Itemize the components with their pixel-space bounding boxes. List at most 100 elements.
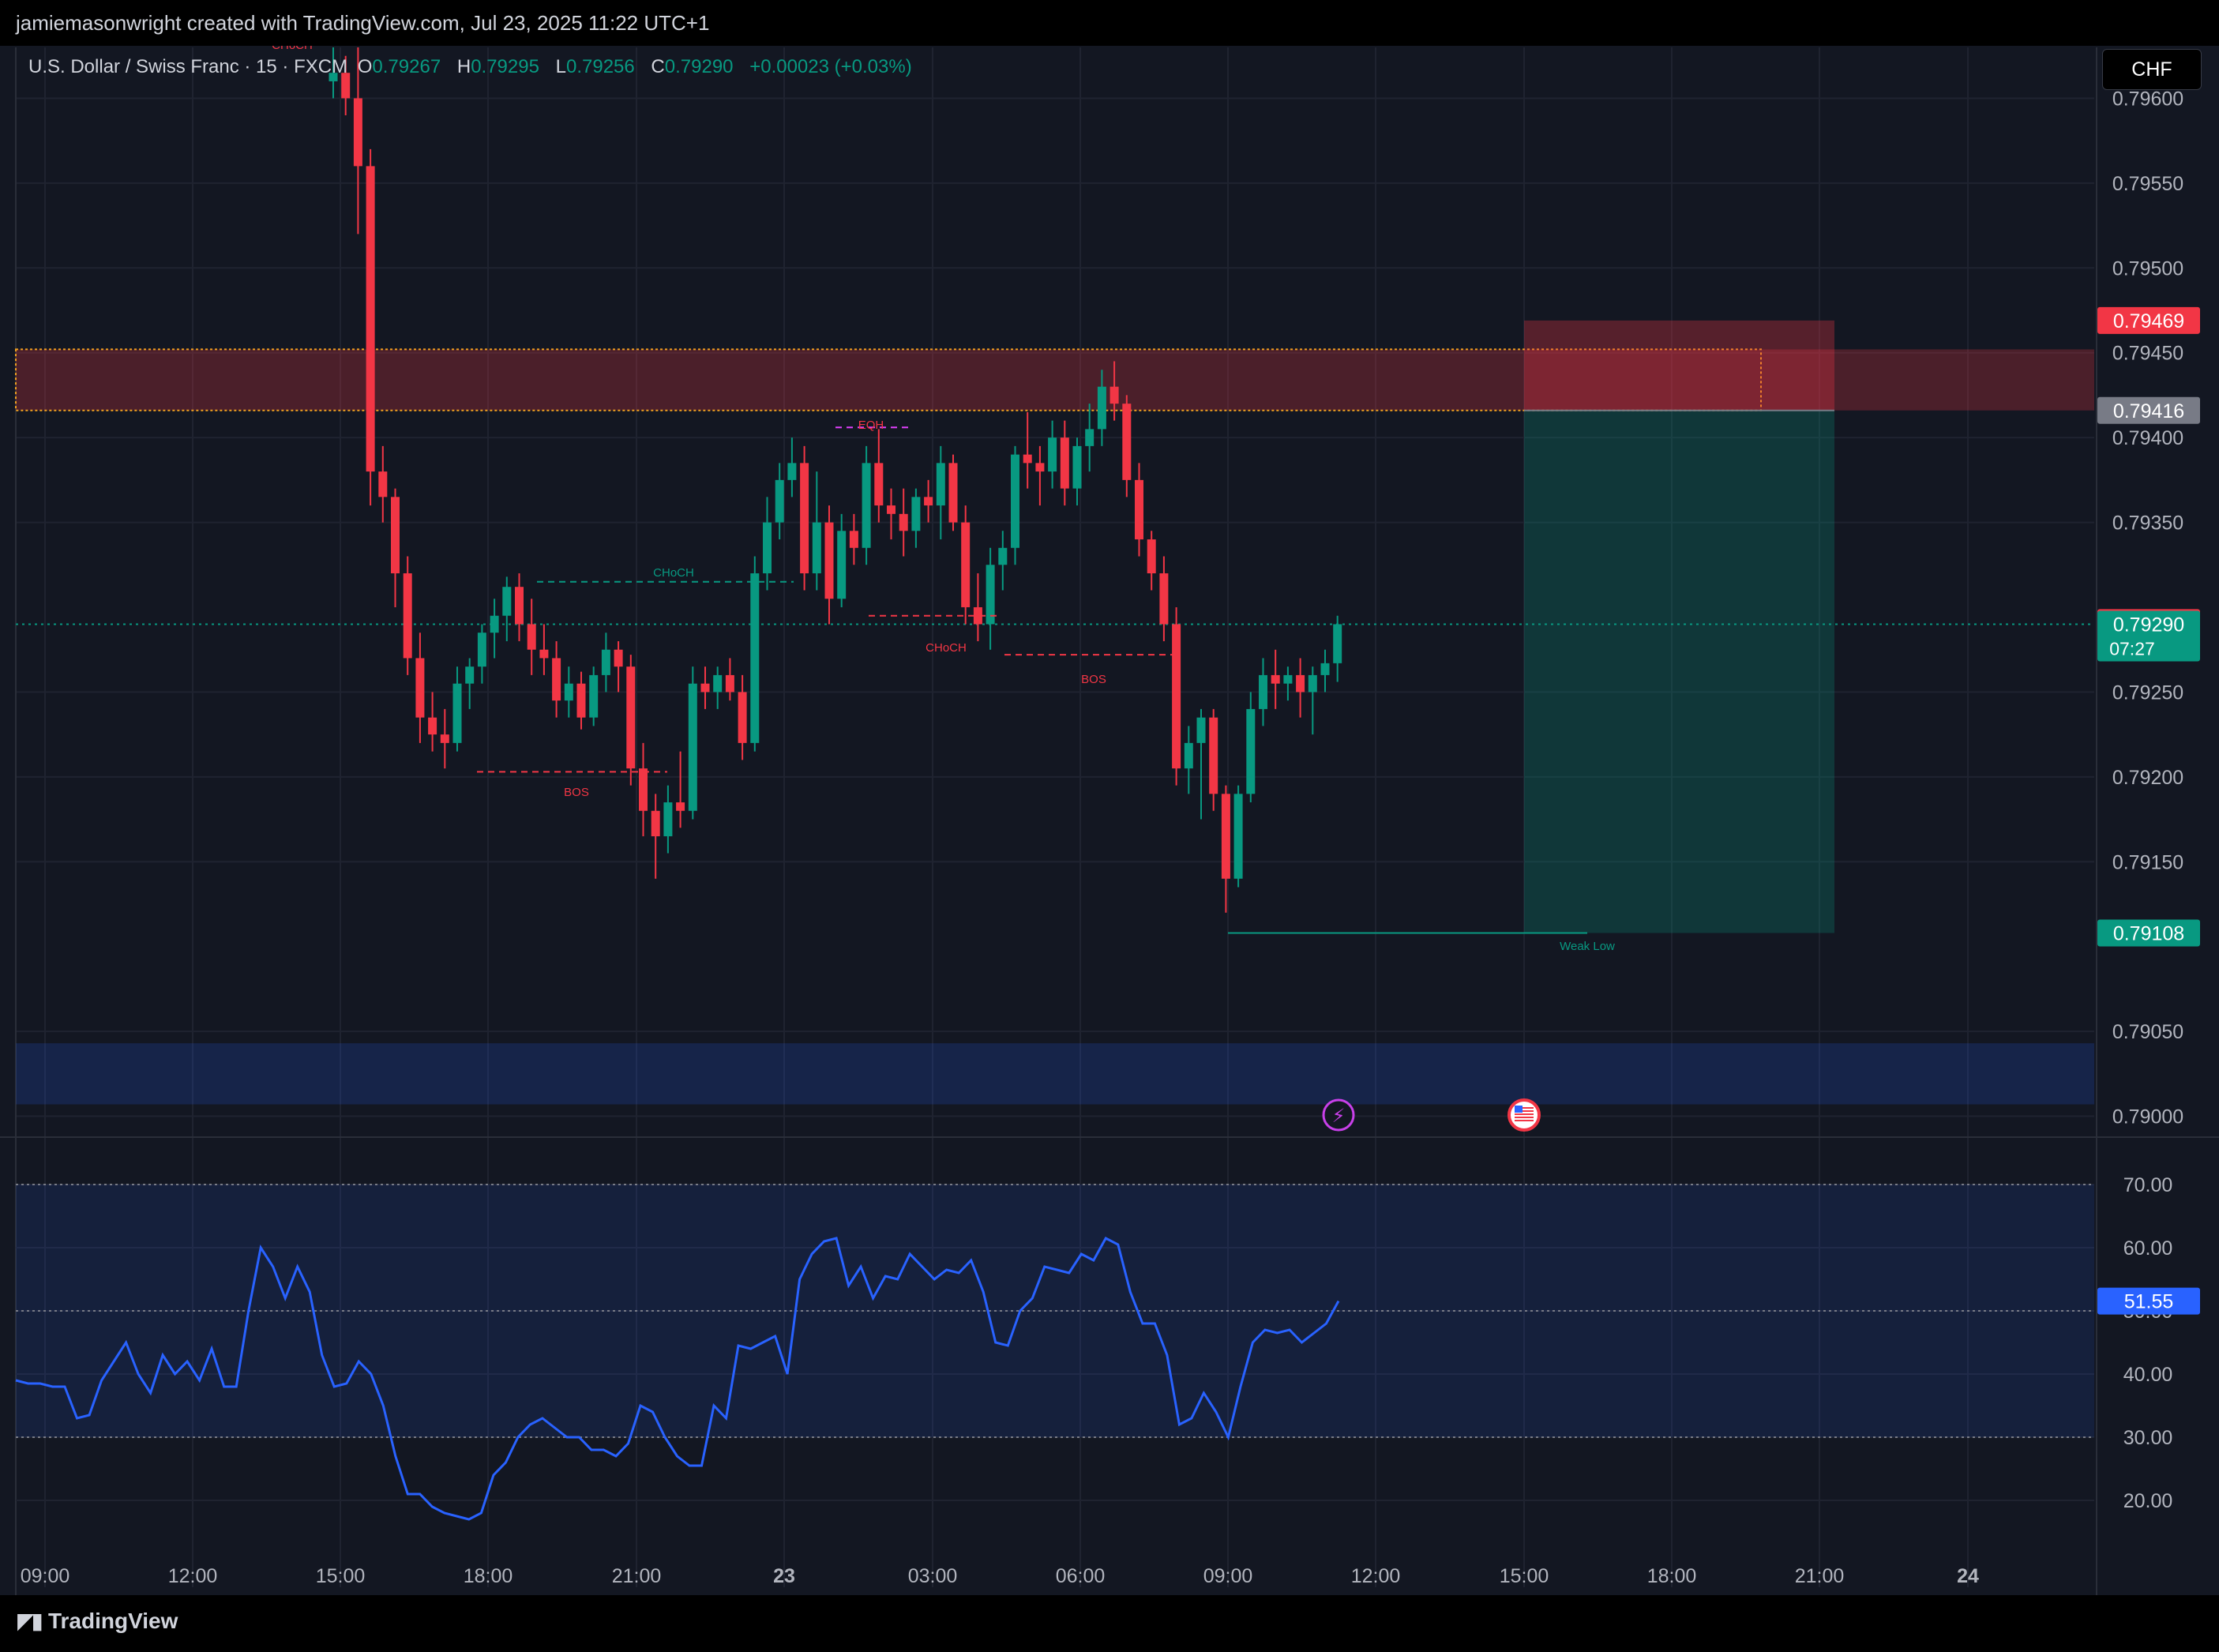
bos-label: BOS (1081, 673, 1106, 686)
time-tick-label: 12:00 (1351, 1565, 1401, 1587)
time-tick-label: 24 (1957, 1565, 1979, 1587)
candle-body (1060, 437, 1069, 489)
symbol-legend[interactable]: U.S. Dollar / Swiss Franc · 15 · FXCM O0… (0, 46, 1027, 85)
candle-body (329, 73, 338, 81)
attribution-text: jamiemasonwright created with TradingVie… (16, 11, 710, 35)
price-tick-label: 0.79600 (2112, 88, 2183, 110)
candles[interactable] (329, 47, 1342, 913)
candle-body (787, 463, 797, 480)
events: ⚡ (1322, 1098, 1541, 1132)
supply-zone (16, 349, 2094, 411)
candle-body (626, 666, 636, 769)
candle-body (1122, 404, 1132, 480)
rsi-tick-label: 40.00 (2123, 1364, 2173, 1386)
rsi-tick-label: 20.00 (2123, 1490, 2173, 1512)
candle-body (725, 674, 734, 693)
candle-body (961, 522, 971, 607)
candle-body (440, 734, 449, 743)
candle-body (1023, 454, 1032, 464)
candle-body (1184, 742, 1193, 769)
candle-body (837, 531, 847, 599)
price-axis[interactable]: 0.79600 0.79550 0.79500 0.79450 0.79400 0.793… (2097, 88, 2200, 1128)
choch-label: CHoCH (653, 566, 694, 580)
flag-stripe (1515, 1117, 1534, 1118)
candle-body (1333, 624, 1342, 663)
candle-body (849, 531, 858, 548)
candle-body (775, 479, 784, 523)
currency-button[interactable]: CHF (2102, 49, 2202, 90)
price-tick-label: 0.79450 (2112, 343, 2183, 365)
candle-body (651, 810, 660, 837)
time-tick-label: 09:00 (1203, 1565, 1253, 1587)
rsi-tick-label: 70.00 (2123, 1174, 2173, 1196)
tv-logo-icon: ◤▮ (17, 1609, 43, 1633)
attribution-bar: jamiemasonwright created with TradingVie… (0, 0, 2219, 46)
tradingview-logo[interactable]: ◤▮ TradingView (17, 1608, 178, 1634)
price-tick-label: 0.79550 (2112, 173, 2183, 195)
time-tick-label: 15:00 (1500, 1565, 1549, 1587)
candle-body (1246, 708, 1256, 794)
candle-body (1159, 573, 1169, 625)
price-tick-label: 0.79200 (2112, 767, 2183, 789)
candle-body (998, 547, 1008, 565)
change-value: +0.00023 (+0.03%) (749, 56, 912, 77)
price-tick-label: 0.79250 (2112, 681, 2183, 704)
countdown-label: 07:27 (2109, 638, 2155, 659)
candle-body (1147, 539, 1156, 574)
candle-body (1110, 386, 1119, 404)
weak-low-label: Weak Low (1560, 940, 1615, 953)
candle-body (824, 522, 834, 599)
candle-body (1035, 463, 1045, 472)
candle-body (378, 471, 388, 497)
time-axis[interactable]: 09:00 12:00 15:00 18:00 21:00 23 03:00 06:00 09:… (21, 1565, 1979, 1587)
candle-body (452, 683, 462, 743)
lightning-event-icon (1322, 1098, 1355, 1132)
candle-body (676, 802, 685, 811)
candle-body (874, 463, 884, 506)
time-tick-label: 21:00 (1795, 1565, 1845, 1587)
time-tick-label: 15:00 (316, 1565, 366, 1587)
candle-body (800, 463, 809, 574)
price-label: 0.79469 (2113, 310, 2184, 332)
candle-body (341, 73, 351, 99)
candle-body (713, 674, 723, 693)
time-tick-label: 06:00 (1056, 1565, 1106, 1587)
candle-body (700, 683, 710, 693)
candle-body (899, 513, 908, 531)
time-tick-label: 23 (773, 1565, 795, 1587)
price-label-bg (2097, 306, 2200, 334)
price-label: 0.79290 (2113, 614, 2184, 636)
candle-body (1271, 674, 1280, 684)
candle-body (1308, 674, 1317, 693)
candle-body (353, 98, 362, 167)
lightning-icon: ⚡ (1332, 1105, 1346, 1127)
flag-stripe (1515, 1107, 1534, 1109)
candle-body (1296, 674, 1305, 693)
stop-loss-box (1524, 320, 1834, 411)
brand-label: TradingView (47, 1608, 178, 1633)
price-tick-label: 0.79500 (2112, 257, 2183, 280)
flag-canton (1515, 1106, 1523, 1113)
rsi-tick-label: 60.00 (2123, 1237, 2173, 1260)
candle-body (1320, 663, 1330, 675)
candle-body (887, 505, 895, 514)
candle-body (688, 683, 697, 811)
candle-body (738, 692, 747, 743)
candle-body (391, 497, 400, 574)
price-tick-label: 0.79150 (2112, 851, 2183, 873)
eqh-label: EQH (858, 419, 884, 432)
rsi-last-bg (2097, 1287, 2200, 1315)
candle-body (924, 497, 933, 506)
time-tick-label: 12:00 (168, 1565, 218, 1587)
candle-body (552, 658, 561, 701)
candle-body (564, 683, 573, 701)
candle-body (1085, 429, 1094, 446)
price-tick-label: 0.79050 (2112, 1021, 2183, 1043)
candle-body (539, 649, 549, 659)
candle-body (576, 683, 586, 718)
supply-zone-outline (15, 348, 1762, 411)
footer (0, 1595, 2219, 1652)
candle-body (862, 463, 871, 548)
